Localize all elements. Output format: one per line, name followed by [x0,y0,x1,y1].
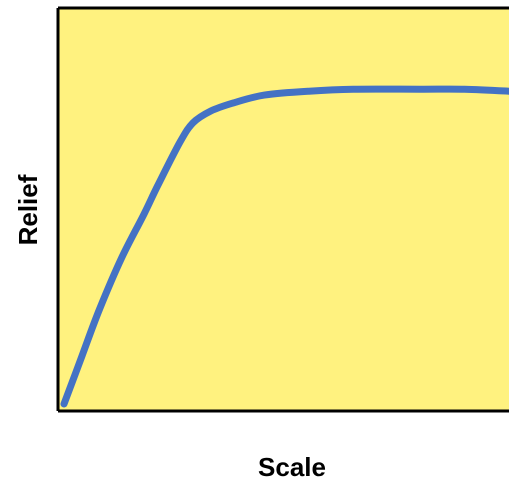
series-line [60,85,509,408]
plot-area [58,8,509,411]
x-axis-label: Scale [258,452,326,480]
y-axis-label: Relief [13,174,43,245]
